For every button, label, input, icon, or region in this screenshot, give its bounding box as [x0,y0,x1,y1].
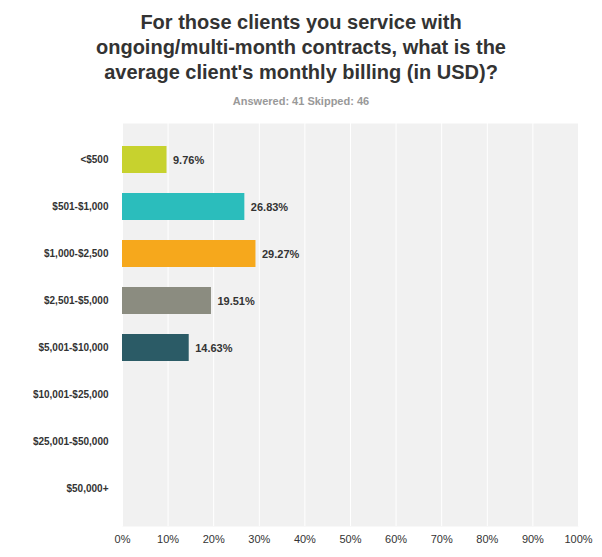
svg-text:60%: 60% [385,533,407,545]
svg-text:$50,000+: $50,000+ [67,483,109,494]
svg-text:29.27%: 29.27% [262,248,300,260]
svg-text:14.63%: 14.63% [195,342,233,354]
svg-text:100%: 100% [564,533,592,545]
svg-text:40%: 40% [294,533,316,545]
svg-text:26.83%: 26.83% [251,201,289,213]
svg-text:50%: 50% [339,533,361,545]
html-text:Answered: 41 Skipped: 46: Answered: 41 Skipped: 46 [232,95,370,107]
svg-text:<$500: <$500 [80,154,109,165]
svg-text:80%: 80% [476,533,498,545]
svg-text:30%: 30% [248,533,270,545]
svg-text:$501-$1,000: $501-$1,000 [52,201,109,212]
svg-text:$10,001-$25,000: $10,001-$25,000 [33,389,109,400]
html-text:For those clients you service: For those clients you service with ongoi… [96,11,506,83]
svg-text:90%: 90% [522,533,544,545]
svg-text:$25,001-$50,000: $25,001-$50,000 [33,436,109,447]
svg-text:70%: 70% [431,533,453,545]
svg-text:10%: 10% [157,533,179,545]
svg-text:0%: 0% [115,533,131,545]
svg-text:$1,000-$2,500: $1,000-$2,500 [44,248,109,259]
svg-text:$2,501-$5,000: $2,501-$5,000 [44,295,109,306]
svg-text:9.76%: 9.76% [173,154,204,166]
svg-text:$5,001-$10,000: $5,001-$10,000 [38,342,109,353]
svg-text:20%: 20% [203,533,225,545]
svg-text:19.51%: 19.51% [217,295,255,307]
